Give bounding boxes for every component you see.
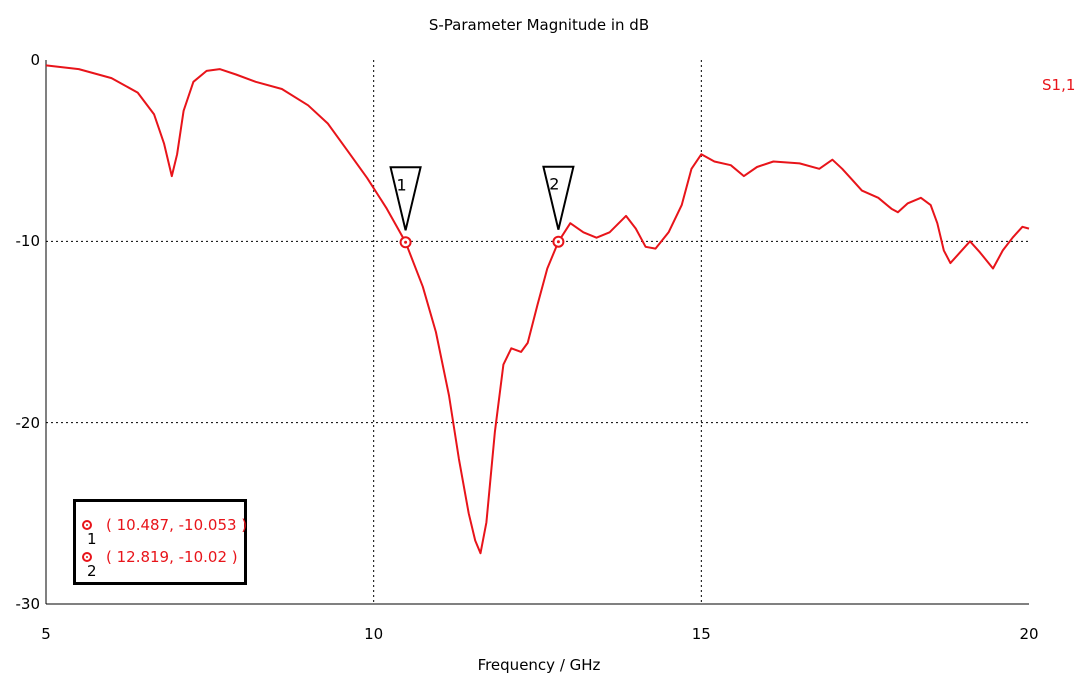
marker-2-number: 2 xyxy=(87,562,97,580)
x-tick-label: 20 xyxy=(1019,625,1039,643)
x-tick-label: 10 xyxy=(364,625,384,643)
y-tick-label: -30 xyxy=(15,595,41,613)
legend-entry-s11: S1,1 xyxy=(1042,76,1076,94)
marker-2-flag xyxy=(542,165,575,230)
x-tick-label: 5 xyxy=(41,625,51,643)
x-tick-label: 15 xyxy=(691,625,711,643)
marker-2-flag-label: 2 xyxy=(549,175,559,194)
grid-lines xyxy=(46,60,1029,604)
marker-2-readout: ( 12.819, -10.02 ) xyxy=(106,548,238,566)
marker-1-point-dot xyxy=(404,240,408,244)
chart-title: S-Parameter Magnitude in dB xyxy=(428,16,650,34)
series-layer xyxy=(45,64,1030,555)
marker-1-flag xyxy=(389,166,422,231)
y-tick-label: 0 xyxy=(30,51,40,69)
y-tick-label: -20 xyxy=(15,413,41,432)
marker-readout-box: 1 ( 10.487, -10.053 ) 2 ( 12.819, -10.02… xyxy=(73,499,247,585)
marker-1-number: 1 xyxy=(87,530,97,548)
x-axis-label: Frequency / GHz xyxy=(477,656,601,674)
marker-2-point-dot xyxy=(556,240,560,244)
marker-1-icon xyxy=(82,520,92,530)
y-tick-label: -10 xyxy=(15,232,41,251)
marker-1-flag-label: 1 xyxy=(396,175,406,194)
marker-1-readout: ( 10.487, -10.053 ) xyxy=(106,516,248,534)
plot-frame xyxy=(45,60,1029,605)
marker-2-icon xyxy=(82,552,92,562)
series-line-s11 xyxy=(45,64,1030,555)
